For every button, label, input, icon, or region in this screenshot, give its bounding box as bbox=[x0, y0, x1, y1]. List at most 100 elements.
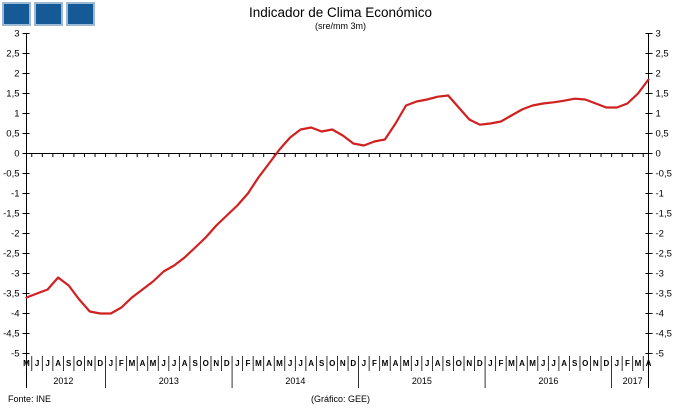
x-year-label: 2013 bbox=[159, 376, 179, 386]
y-tick-label-right: 2,5 bbox=[656, 49, 669, 60]
x-month-label: F bbox=[245, 359, 250, 368]
x-month-label: O bbox=[582, 359, 588, 368]
y-tick-label-left: 1 bbox=[14, 109, 19, 120]
x-month-label: F bbox=[625, 359, 630, 368]
y-tick-label-left: 3 bbox=[14, 29, 19, 40]
x-month-label: D bbox=[350, 359, 356, 368]
y-tick-label-left: -2 bbox=[11, 229, 19, 240]
title-block: Indicador de Clima Económico (sre/mm 3m) bbox=[0, 5, 681, 31]
x-month-label: A bbox=[519, 359, 525, 368]
x-month-label: M bbox=[23, 359, 30, 368]
y-tick-label-left: 0,5 bbox=[6, 129, 19, 140]
x-month-label: A bbox=[140, 359, 146, 368]
x-month-label: A bbox=[561, 359, 567, 368]
y-tick-label-right: -5 bbox=[656, 349, 664, 360]
x-month-label: D bbox=[224, 359, 230, 368]
x-month-label: S bbox=[572, 359, 578, 368]
logo-squares bbox=[2, 2, 95, 26]
x-month-label: J bbox=[425, 359, 429, 368]
x-month-label: M bbox=[529, 359, 536, 368]
x-month-label: A bbox=[266, 359, 272, 368]
x-month-label: N bbox=[466, 359, 472, 368]
x-month-label: S bbox=[66, 359, 72, 368]
source-label: Fonte: INE bbox=[8, 394, 52, 404]
y-tick-label-right: -2 bbox=[656, 229, 664, 240]
x-month-label: F bbox=[498, 359, 503, 368]
x-month-label: M bbox=[382, 359, 389, 368]
x-month-label: N bbox=[340, 359, 346, 368]
x-month-label: M bbox=[276, 359, 283, 368]
y-tick-label-left: -3 bbox=[11, 269, 19, 280]
x-month-label: J bbox=[414, 359, 418, 368]
series-line bbox=[25, 78, 650, 315]
y-tick-label-right: 0 bbox=[656, 149, 661, 160]
x-month-label: M bbox=[403, 359, 410, 368]
x-year-label: 2017 bbox=[623, 376, 643, 386]
x-month-label: O bbox=[456, 359, 462, 368]
x-month-label: O bbox=[203, 359, 209, 368]
x-month-label: S bbox=[319, 359, 325, 368]
y-tick-label-left: 1,5 bbox=[6, 89, 19, 100]
x-month-label: A bbox=[646, 359, 652, 368]
x-month-label: S bbox=[446, 359, 452, 368]
logo-square bbox=[66, 2, 95, 26]
y-tick-label-right: 0,5 bbox=[656, 129, 669, 140]
x-month-label: A bbox=[182, 359, 188, 368]
y-tick-label-right: -1,5 bbox=[656, 209, 672, 220]
x-month-label: F bbox=[372, 359, 377, 368]
x-month-label: J bbox=[298, 359, 302, 368]
y-tick-label-left: -1,5 bbox=[3, 209, 19, 220]
x-month-label: J bbox=[35, 359, 39, 368]
y-tick-label-left: 0 bbox=[14, 149, 19, 160]
y-tick-label-left: -1 bbox=[11, 189, 19, 200]
x-month-label: F bbox=[119, 359, 124, 368]
x-month-label: A bbox=[393, 359, 399, 368]
x-month-label: J bbox=[172, 359, 176, 368]
y-tick-label-right: -2,5 bbox=[656, 249, 672, 260]
y-tick-label-right: -4 bbox=[656, 309, 664, 320]
y-tick-label-left: 2,5 bbox=[6, 49, 19, 60]
y-tick-label-right: 2 bbox=[656, 69, 661, 80]
x-month-label: N bbox=[87, 359, 93, 368]
x-month-label: J bbox=[615, 359, 619, 368]
logo-square bbox=[34, 2, 63, 26]
x-month-label: N bbox=[593, 359, 599, 368]
x-year-label: 2012 bbox=[53, 376, 73, 386]
x-year-label: 2015 bbox=[412, 376, 432, 386]
x-month-label: N bbox=[213, 359, 219, 368]
y-tick-label-right: -0,5 bbox=[656, 169, 672, 180]
y-tick-label-left: -3,5 bbox=[3, 289, 19, 300]
x-month-label: D bbox=[477, 359, 483, 368]
x-month-label: J bbox=[551, 359, 555, 368]
y-tick-label-right: 3 bbox=[656, 29, 661, 40]
x-month-label: O bbox=[329, 359, 335, 368]
x-month-label: A bbox=[435, 359, 441, 368]
chart-title: Indicador de Clima Económico bbox=[248, 5, 433, 20]
x-month-label: J bbox=[235, 359, 239, 368]
y-tick-label-left: -5 bbox=[11, 349, 19, 360]
x-month-label: D bbox=[603, 359, 609, 368]
x-month-label: A bbox=[55, 359, 61, 368]
y-tick-label-right: -4,5 bbox=[656, 329, 672, 340]
x-month-label: M bbox=[255, 359, 262, 368]
x-month-label: M bbox=[129, 359, 136, 368]
x-month-label: M bbox=[508, 359, 515, 368]
x-month-label: J bbox=[488, 359, 492, 368]
x-month-label: J bbox=[541, 359, 545, 368]
x-month-label: J bbox=[161, 359, 165, 368]
chart-subtitle: (sre/mm 3m) bbox=[315, 20, 366, 31]
x-month-label: D bbox=[97, 359, 103, 368]
x-month-label: O bbox=[76, 359, 82, 368]
y-tick-label-left: -2,5 bbox=[3, 249, 19, 260]
x-month-label: J bbox=[45, 359, 49, 368]
x-month-label: J bbox=[288, 359, 292, 368]
credit-label: (Gráfico: GEE) bbox=[310, 394, 370, 404]
y-tick-label-left: 2 bbox=[14, 69, 19, 80]
y-tick-label-right: -1 bbox=[656, 189, 664, 200]
x-year-label: 2014 bbox=[285, 376, 305, 386]
x-month-label: J bbox=[109, 359, 113, 368]
y-tick-label-left: -0,5 bbox=[3, 169, 19, 180]
x-month-label: A bbox=[308, 359, 314, 368]
logo-square bbox=[2, 2, 31, 26]
